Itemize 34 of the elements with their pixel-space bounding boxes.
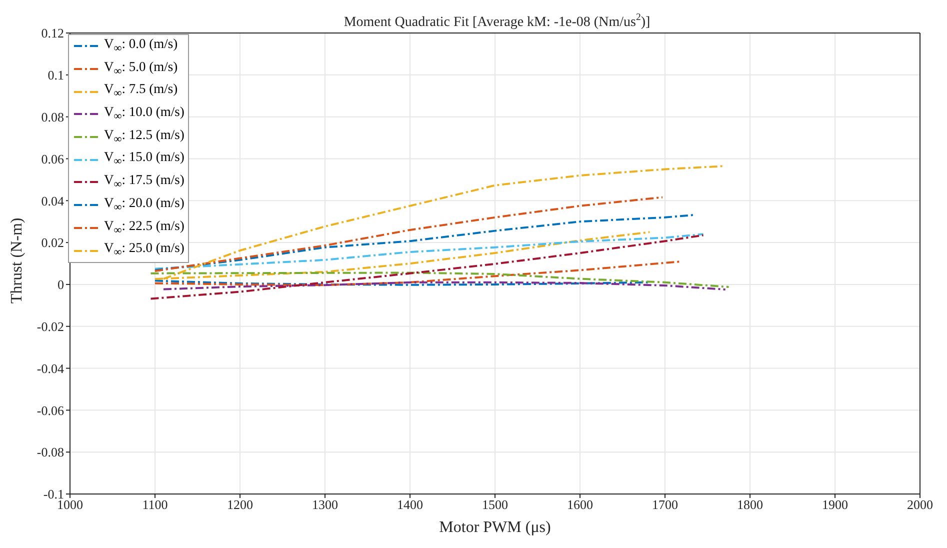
x-tick-label: 1700: [652, 497, 678, 512]
legend-label: V$_{∞}$: 15.0 (m/s): [104, 149, 184, 168]
x-axis-title: Motor PWM (μs): [439, 519, 551, 536]
legend-label: V$_{∞}$: 22.5 (m/s): [104, 218, 184, 236]
x-tick-label: 1100: [142, 497, 168, 512]
y-axis-title: Thrust (N-m): [8, 218, 26, 304]
y-tick-label: 0.1: [48, 68, 64, 83]
y-tick-label: 0.12: [41, 26, 64, 41]
legend-label: V$_{∞}$: 12.5 (m/s): [104, 126, 184, 146]
legend-label: V$_{∞}$: 25.0 (m/s): [104, 240, 184, 259]
x-tick-label: 1400: [397, 497, 423, 512]
x-tick-label: 1800: [737, 497, 763, 512]
y-tick-label: -0.02: [36, 318, 64, 334]
legend-label: V$_{∞}$: 0.0 (m/s): [104, 36, 178, 55]
y-tick-label: 0.06: [41, 151, 64, 166]
x-tick-label: 1500: [482, 497, 508, 512]
y-tick-label: -0.08: [36, 444, 64, 460]
legend-label: V$_{∞}$: 17.5 (m/s): [104, 172, 184, 191]
x-tick-label: 1300: [312, 497, 338, 512]
y-tick-label: 0.02: [41, 235, 64, 250]
y-tick-label: -0.06: [36, 402, 64, 418]
y-tick-label: -0.04: [36, 360, 64, 376]
y-tick-label: 0.04: [41, 193, 64, 208]
x-tick-label: 1600: [567, 497, 593, 512]
x-tick-label: 1900: [822, 497, 848, 512]
legend-label: V$_{∞}$: 5.0 (m/s): [104, 58, 178, 78]
legend-label: V$_{∞}$: 7.5 (m/s): [104, 81, 178, 100]
x-tick-label: 2000: [907, 497, 933, 512]
y-tick-label: 0: [58, 277, 64, 292]
x-tick-label: 1200: [227, 497, 253, 512]
y-tick-label: 0.08: [41, 109, 64, 124]
legend-label: V$_{∞}$: 20.0 (m/s): [104, 194, 184, 214]
legend-label: V$_{∞}$: 10.0 (m/s): [104, 104, 184, 123]
chart-title: Moment Quadratic Fit [Average kM: -1e-08 (Nm/us$^{2}$)]: [344, 12, 650, 30]
